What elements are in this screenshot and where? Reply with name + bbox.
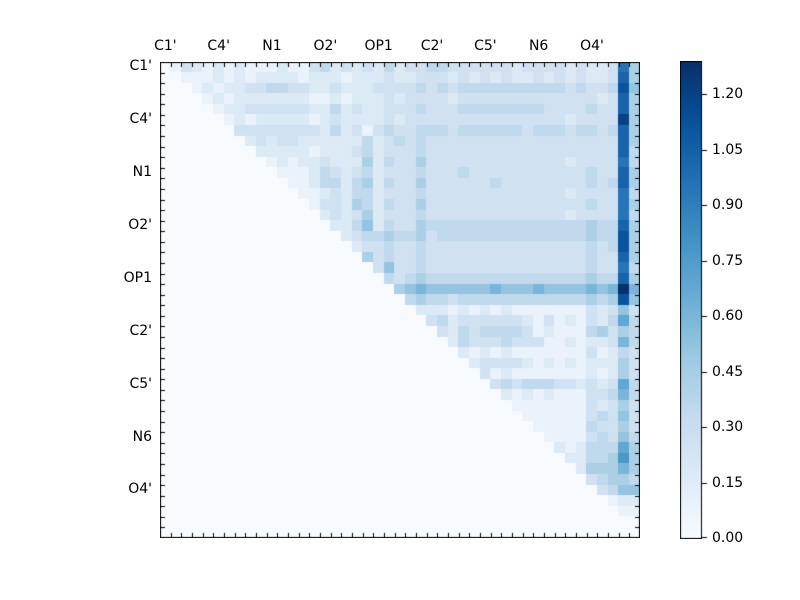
- y-axis-tick-label: OP1: [123, 269, 152, 286]
- colorbar-tick-label: 0.15: [712, 474, 744, 491]
- x-axis-tick-label: C4': [207, 38, 230, 54]
- y-axis-tick-label: C1': [129, 58, 152, 75]
- x-axis-tick-label: C2': [420, 38, 444, 54]
- x-axis-tick-label: O2': [313, 38, 338, 54]
- y-axis-tick-label: C5': [129, 375, 152, 392]
- x-axis-tick-label: O4': [580, 38, 604, 54]
- y-axis-tick-label: C2': [129, 322, 152, 339]
- plot-area: [160, 62, 640, 538]
- y-axis-tick-label: O2': [128, 216, 152, 233]
- y-axis-tick-label: C4': [129, 111, 152, 128]
- y-axis-tick-label: N1: [132, 164, 152, 181]
- colorbar-tick-label: 0.45: [712, 363, 744, 380]
- y-axis-tick-label: O4': [128, 481, 152, 498]
- x-axis-tick-label: OP1: [364, 38, 393, 54]
- colorbar-tick-label: 0.60: [712, 308, 744, 325]
- colorbar-tick-label: 1.05: [712, 141, 744, 158]
- x-axis-tick-label: C5': [474, 38, 497, 54]
- y-axis-tick-label: N6: [132, 428, 152, 445]
- colorbar-tick-label: 0.30: [712, 419, 744, 436]
- colorbar-tick-label: 0.00: [712, 530, 744, 546]
- x-axis-tick-label: N6: [528, 38, 549, 54]
- x-axis-tick-label: N1: [262, 38, 282, 54]
- colorbar-tick-label: 0.90: [712, 197, 744, 214]
- colorbar-tick-label: 1.20: [712, 86, 744, 103]
- heatmap-matrix: [160, 62, 640, 538]
- colorbar-tick-label: 0.75: [712, 252, 744, 269]
- colorbar: [680, 61, 709, 539]
- x-axis-tick-label: C1': [154, 38, 177, 54]
